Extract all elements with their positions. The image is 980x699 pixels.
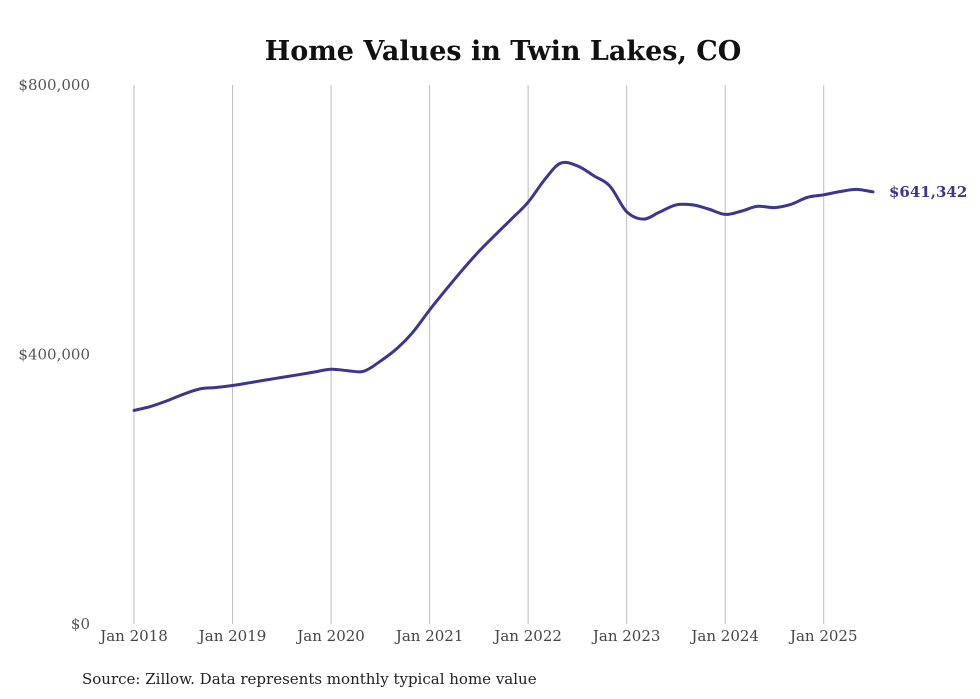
chart-title: Home Values in Twin Lakes, CO bbox=[265, 36, 742, 67]
grid-lines bbox=[133, 85, 825, 624]
y-axis-ticks: $0 $400,000 $800,000 bbox=[18, 76, 90, 633]
x-tick-label: Jan 2018 bbox=[98, 627, 168, 645]
x-tick-label: Jan 2020 bbox=[295, 627, 365, 645]
x-tick-label: Jan 2022 bbox=[492, 627, 562, 645]
y-tick-label: $0 bbox=[71, 615, 90, 633]
x-tick-label: Jan 2025 bbox=[788, 627, 858, 645]
x-tick-label: Jan 2024 bbox=[689, 627, 759, 645]
x-tick-label: Jan 2019 bbox=[197, 627, 267, 645]
series-line-home-value bbox=[132, 160, 875, 412]
x-axis-ticks: Jan 2018 Jan 2019 Jan 2020 Jan 2021 Jan 2022… bbox=[98, 627, 857, 645]
y-tick-label: $800,000 bbox=[18, 76, 90, 94]
x-tick-label: Jan 2021 bbox=[394, 627, 464, 645]
y-tick-label: $400,000 bbox=[18, 346, 90, 364]
source-note: Source: Zillow. Data represents monthly … bbox=[82, 670, 537, 688]
x-tick-label: Jan 2023 bbox=[591, 627, 661, 645]
end-value-label: $641,342 bbox=[889, 183, 967, 201]
